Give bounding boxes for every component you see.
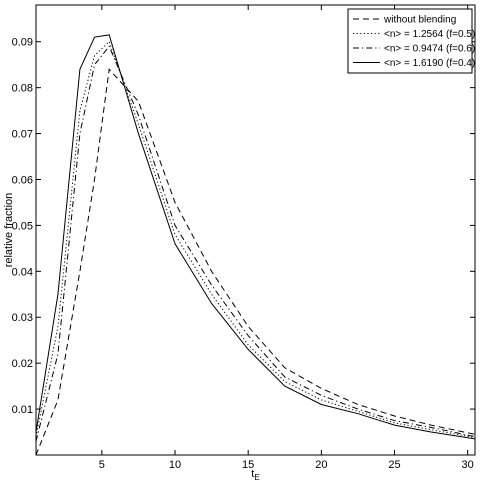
plot-area <box>35 34 476 456</box>
plot-frame <box>35 4 476 456</box>
x-tick-label: 30 <box>462 459 474 471</box>
legend: without blending <n> = 1.2564 (f=0.5) <n> … <box>347 8 475 74</box>
x-tick-label: 20 <box>315 459 327 471</box>
y-tick-label: 0.04 <box>12 266 33 278</box>
y-tick-label: 0.08 <box>12 83 33 95</box>
x-axis-label: tE <box>251 468 259 480</box>
legend-label-0: without blending <box>383 15 456 26</box>
series-line-3 <box>35 34 476 440</box>
x-axis-label-main: t <box>251 468 254 480</box>
axis-ticks: 5 10 15 20 25 30 0.01 0.02 0.03 0.04 0.05 0.06 0.07 0… <box>12 5 475 471</box>
x-tick-label: 5 <box>99 459 105 471</box>
x-axis-label-subscript: E <box>254 473 259 480</box>
y-tick-label: 0.03 <box>12 312 33 324</box>
y-tick-label: 0.09 <box>12 37 33 49</box>
y-tick-label: 0.01 <box>12 404 33 416</box>
x-tick-label: 15 <box>242 459 254 471</box>
legend-label-1: <n> = 1.2564 (f=0.5) <box>384 29 475 40</box>
x-tick-label: 10 <box>169 459 181 471</box>
series-line-2 <box>35 45 476 442</box>
y-tick-label: 0.05 <box>12 220 33 232</box>
legend-label-2: <n> = 0.9474 (f=0.6) <box>384 44 475 55</box>
legend-label-3: <n> = 1.6190 (f=0.4) <box>384 58 475 69</box>
y-tick-label: 0.02 <box>12 358 33 370</box>
y-tick-label: 0.07 <box>12 129 33 141</box>
y-axis-label: relative fraction <box>3 193 15 268</box>
y-tick-label: 0.06 <box>12 174 33 186</box>
series-line-0 <box>35 68 476 456</box>
x-tick-label: 25 <box>388 459 400 471</box>
